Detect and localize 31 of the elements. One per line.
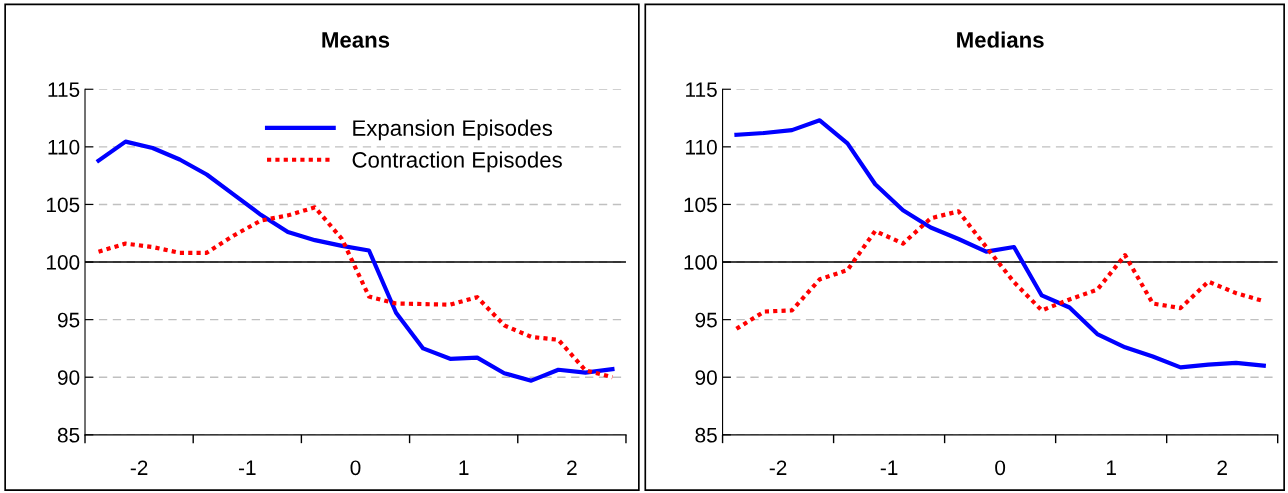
legend-label: Expansion Episodes	[353, 119, 553, 141]
y-tick-label: 115	[48, 82, 80, 97]
x-tick-label: 0	[350, 460, 361, 476]
y-tick-label: 105	[46, 197, 80, 213]
x-tick-label: -2	[769, 460, 787, 475]
y-tick-label: 90	[695, 370, 717, 385]
x-tick-label: 0	[995, 460, 1006, 476]
x-tick-label: 2	[567, 460, 577, 475]
y-tick-label: 105	[684, 197, 717, 213]
x-tick-label: -2	[130, 460, 148, 475]
x-tick-label: 2	[1217, 460, 1227, 475]
y-tick-label: 100	[46, 255, 80, 270]
chart-title: Means	[322, 32, 390, 48]
x-tick-label: -1	[880, 460, 898, 475]
y-tick-label: 100	[684, 255, 717, 270]
y-tick-label: 85	[695, 427, 717, 443]
x-tick-label: 1	[1106, 460, 1116, 475]
line-series	[96, 139, 615, 383]
line-series	[96, 205, 615, 380]
y-tick-label: 115	[686, 82, 717, 97]
y-tick-label: 95	[57, 312, 80, 328]
y-tick-label: 110	[48, 139, 80, 155]
x-tick-label: 1	[459, 460, 469, 475]
x-tick-label: -1	[238, 460, 256, 475]
legend-label: Contraction Episodes	[352, 151, 562, 173]
line-series	[734, 118, 1266, 370]
chart-title: Medians	[957, 31, 1044, 48]
y-tick-label: 95	[695, 312, 717, 328]
y-tick-label: 110	[686, 139, 717, 155]
y-tick-label: 85	[57, 427, 80, 443]
y-tick-label: 90	[57, 370, 80, 385]
